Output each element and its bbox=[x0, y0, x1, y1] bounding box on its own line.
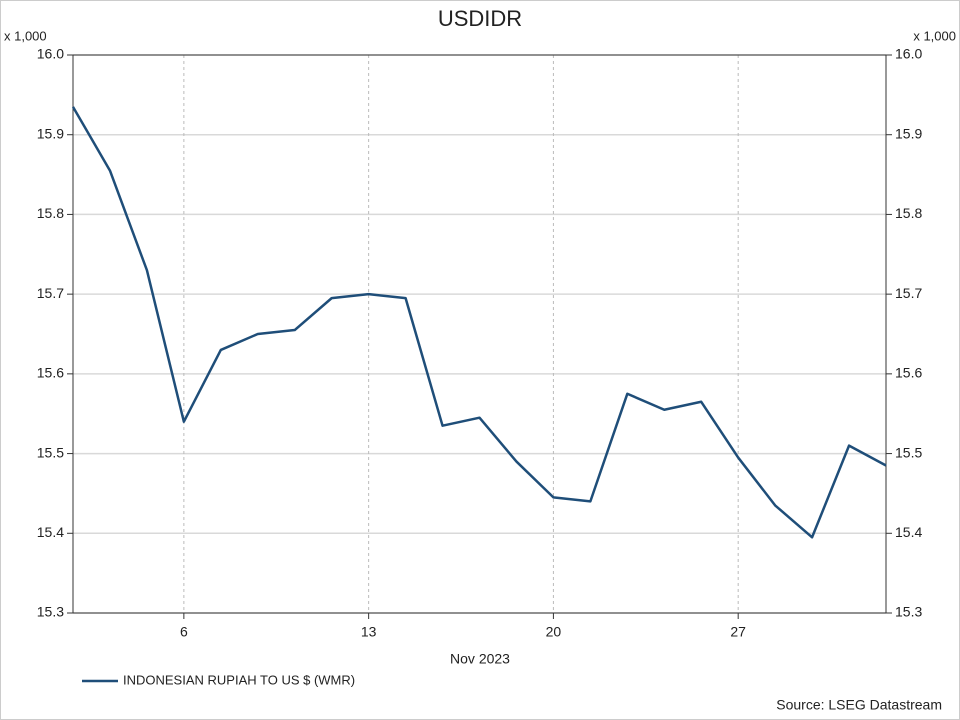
x-tick-label: 27 bbox=[730, 624, 746, 640]
y-tick-label: 15.4 bbox=[37, 524, 64, 540]
y2-tick-label: 15.8 bbox=[895, 205, 922, 221]
y-tick-label: 15.5 bbox=[37, 444, 64, 460]
y2-tick-label: 16.0 bbox=[895, 46, 922, 62]
y2-tick-label: 15.4 bbox=[895, 524, 922, 540]
legend-label: INDONESIAN RUPIAH TO US $ (WMR) bbox=[123, 672, 355, 687]
y-tick-label: 15.9 bbox=[37, 125, 64, 141]
y2-tick-label: 15.7 bbox=[895, 285, 922, 301]
x-axis-label: Nov 2023 bbox=[450, 651, 510, 667]
y-unit-label: x 1,000 bbox=[4, 28, 47, 43]
y-tick-label: 15.7 bbox=[37, 285, 64, 301]
y2-tick-label: 15.5 bbox=[895, 444, 922, 460]
data-line bbox=[71, 106, 887, 539]
x-tick-label: 6 bbox=[180, 624, 188, 640]
y-tick-label: 15.6 bbox=[37, 365, 64, 381]
y-tick-label: 15.8 bbox=[37, 205, 64, 221]
y2-unit-label: x 1,000 bbox=[913, 28, 956, 43]
chart-title: USDIDR bbox=[438, 6, 522, 31]
x-tick-label: 13 bbox=[361, 624, 377, 640]
plot-border bbox=[72, 54, 887, 614]
x-tick-label: 20 bbox=[546, 624, 562, 640]
y2-tick-label: 15.9 bbox=[895, 125, 922, 141]
source: Source: LSEG Datastream bbox=[776, 697, 942, 713]
y-tick-label: 16.0 bbox=[37, 46, 64, 62]
y-tick-label: 15.3 bbox=[37, 604, 64, 620]
y2-tick-label: 15.3 bbox=[895, 604, 922, 620]
y2-tick-label: 15.6 bbox=[895, 365, 922, 381]
